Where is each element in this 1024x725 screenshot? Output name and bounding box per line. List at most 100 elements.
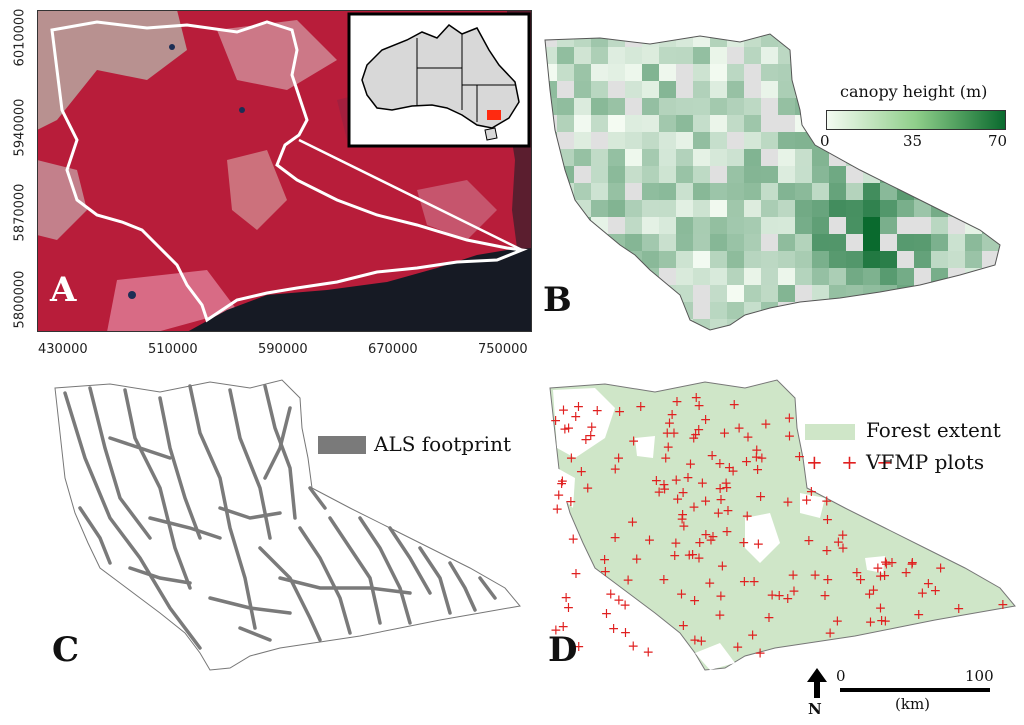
canopy-grid-cell	[545, 149, 557, 166]
canopy-grid-cell	[676, 64, 693, 81]
vfmp-plot-marker: +	[756, 450, 768, 466]
canopy-grid-cell	[693, 268, 710, 285]
canopy-grid-cell	[727, 166, 744, 183]
vfmp-plot-marker: +	[821, 543, 833, 559]
vfmp-plot-marker: +	[576, 464, 588, 480]
vfmp-plot-marker: +	[733, 421, 745, 437]
canopy-grid-cell	[863, 251, 880, 268]
canopy-grid-cell	[795, 47, 812, 64]
vfmp-plot-marker: +	[678, 518, 690, 534]
canopy-grid-cell	[727, 47, 744, 64]
canopy-grid-cell	[965, 200, 982, 217]
vfmp-plot-marker: +	[822, 572, 834, 588]
canopy-grid-cell	[591, 81, 608, 98]
canopy-grid-cell	[778, 132, 795, 149]
canopy-grid-cell	[545, 251, 557, 268]
canopy-grid-cell	[744, 81, 761, 98]
canopy-grid-cell	[608, 81, 625, 98]
vfmp-plot-marker: +	[809, 567, 821, 583]
vfmp-plot-marker: +	[559, 422, 571, 438]
vfmp-plot-marker: +	[627, 639, 639, 655]
canopy-grid-cell	[625, 217, 642, 234]
canopy-grid-cell	[795, 81, 812, 98]
vfmp-plot-marker: +	[700, 412, 712, 428]
canopy-grid-cell	[761, 132, 778, 149]
canopy-grid-cell	[557, 200, 574, 217]
vfmp-plot-marker: +	[553, 487, 565, 503]
canopy-grid-cell	[710, 251, 727, 268]
vfmp-plot-marker: +	[609, 530, 621, 546]
vfmp-plot-marker: +	[875, 568, 887, 584]
vfmp-plot-marker: +	[685, 456, 697, 472]
vfmp-plot-marker: +	[782, 591, 794, 607]
panel-a-frame	[37, 10, 532, 332]
canopy-grid-cell	[897, 149, 914, 166]
canopy-grid-cell	[846, 302, 863, 319]
canopy-grid-cell	[744, 183, 761, 200]
canopy-grid-cell	[812, 302, 829, 319]
canopy-grid-cell	[965, 234, 982, 251]
canopy-grid-cell	[676, 251, 693, 268]
canopy-grid-cell	[608, 302, 625, 319]
canopy-grid-cell	[846, 132, 863, 149]
forest-extent-area	[549, 379, 1016, 671]
vfmp-plot-marker: +	[750, 449, 762, 465]
vfmp-plot-marker: +	[550, 413, 562, 429]
canopy-grid-cell	[931, 183, 948, 200]
canopy-grid-cell	[642, 166, 659, 183]
canopy-height-grid	[544, 33, 1001, 331]
canopy-grid-cell	[642, 64, 659, 81]
canopy-grid-cell	[778, 115, 795, 132]
canopy-grid-cell	[897, 200, 914, 217]
canopy-grid-cell	[608, 319, 625, 330]
canopy-grid-cell	[710, 132, 727, 149]
canopy-grid-cell	[545, 166, 557, 183]
canopy-grid-cell	[545, 183, 557, 200]
canopy-grid-cell	[545, 234, 557, 251]
panel-b-canopy-height-map	[540, 30, 1020, 340]
canopy-grid-cell	[863, 183, 880, 200]
canopy-grid-cell	[897, 217, 914, 234]
canopy-grid-cell	[795, 285, 812, 302]
canopy-grid-cell	[642, 81, 659, 98]
canopy-grid-cell	[914, 166, 931, 183]
canopy-grid-cell	[863, 217, 880, 234]
vfmp-plot-marker: +	[837, 540, 849, 556]
canopy-grid-cell	[591, 234, 608, 251]
canopy-grid-cell	[897, 319, 914, 330]
canopy-grid-cell	[727, 149, 744, 166]
panel-label-c: C	[52, 630, 80, 670]
canopy-grid-cell	[693, 319, 710, 330]
canopy-grid-cell	[914, 47, 931, 64]
vfmp-plot-marker: +	[642, 644, 654, 660]
canopy-grid-cell	[608, 166, 625, 183]
canopy-grid-cell	[710, 166, 727, 183]
canopy-grid-cell	[642, 149, 659, 166]
vfmp-plot-marker: +	[696, 633, 708, 649]
panel-c-als-footprint-map	[50, 378, 530, 678]
canopy-grid-cell	[591, 64, 608, 81]
canopy-grid-cell	[880, 64, 897, 81]
canopy-grid-cell	[545, 319, 557, 330]
canopy-grid-cell	[625, 115, 642, 132]
vfmp-plot-marker: +	[806, 484, 818, 500]
vfmp-plot-marker: +	[614, 404, 626, 420]
canopy-grid-cell	[676, 81, 693, 98]
vfmp-plot-marker: +	[906, 556, 918, 572]
canopy-grid-cell	[659, 81, 676, 98]
vfmp-plot-marker: +	[794, 449, 806, 465]
canopy-grid-cell	[545, 98, 557, 115]
vfmp-plot-marker: +	[865, 614, 877, 630]
canopy-grid-cell	[727, 268, 744, 285]
canopy-grid-cell	[914, 217, 931, 234]
canopy-grid-cell	[812, 166, 829, 183]
canopy-grid-cell	[982, 64, 999, 81]
canopy-grid-cell	[710, 302, 727, 319]
vfmp-plot-marker: +	[565, 494, 577, 510]
vfmp-plot-marker: +	[803, 533, 815, 549]
vfmp-plot-marker: +	[677, 485, 689, 501]
canopy-grid-cell	[608, 64, 625, 81]
vfmp-plot-marker: +	[714, 607, 726, 623]
canopy-grid-cell	[625, 234, 642, 251]
vfmp-plot-marker: +	[700, 493, 712, 509]
